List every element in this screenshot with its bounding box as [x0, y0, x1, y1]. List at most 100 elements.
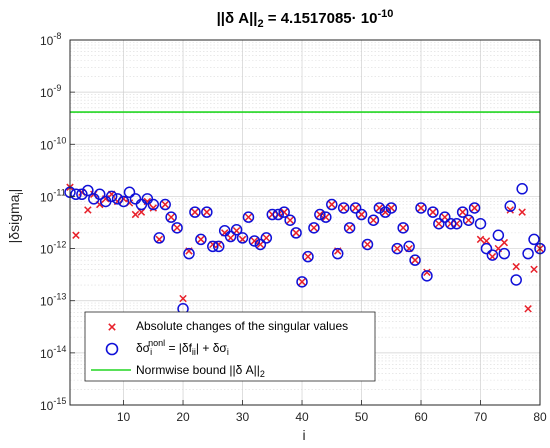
cross-point	[506, 206, 514, 214]
circle-point	[171, 222, 183, 234]
legend-line-label: Normwise bound ||δ A||2	[136, 363, 265, 379]
circle-point	[456, 206, 469, 218]
circle-point	[195, 233, 207, 246]
circle-point	[76, 188, 88, 201]
cross-point	[530, 265, 538, 274]
cross-point	[500, 238, 509, 247]
circle-point	[373, 202, 386, 214]
x-tick-label: 60	[414, 410, 428, 424]
cross-point	[435, 219, 443, 228]
circle-point	[117, 195, 130, 208]
legend-circle-sub2: ii	[192, 347, 196, 357]
circle-point	[290, 227, 302, 239]
legend-cross-label: Absolute changes of the singular values	[136, 319, 348, 333]
cross-point	[292, 229, 300, 237]
cross-point	[393, 244, 401, 253]
circle-point	[207, 240, 219, 253]
cross-point	[286, 216, 294, 224]
cross-point	[322, 213, 330, 221]
circle-point	[224, 230, 237, 243]
legend-box	[84, 311, 376, 382]
circle-point	[492, 229, 505, 242]
circle-point	[296, 276, 308, 288]
circle-point	[379, 206, 392, 218]
legend: Absolute changes of the singular values …	[84, 311, 376, 382]
legend-circle-label: δσinonl = |δfii| + δσi	[136, 338, 229, 357]
cross-point	[470, 204, 479, 212]
cross-point	[149, 204, 158, 212]
cross-point	[238, 235, 247, 244]
y-tick-exponent: -9	[53, 83, 61, 93]
y-tick-label: 10-8	[40, 31, 61, 48]
circle-point	[450, 217, 463, 230]
x-axis-label: i	[302, 427, 305, 443]
circle-point	[272, 208, 284, 221]
y-tick-exponent: -14	[53, 344, 66, 354]
legend-cross-marker	[108, 323, 116, 331]
axes-box	[69, 39, 541, 406]
cross-point	[298, 278, 306, 286]
cross-point	[464, 216, 473, 224]
y-tick-exponent: -13	[53, 292, 66, 302]
circle-point	[260, 232, 273, 244]
cross-point	[399, 224, 407, 232]
cross-point	[328, 200, 336, 209]
circle-point	[135, 198, 148, 211]
circle-point	[314, 208, 326, 221]
y-tick-label: 10-12	[40, 240, 66, 257]
circle-point	[480, 242, 493, 255]
circle-point	[254, 238, 267, 251]
circle-point	[111, 193, 124, 205]
y-tick-label: 10-11	[40, 187, 66, 204]
circle-point	[236, 232, 249, 244]
circle-point	[486, 249, 499, 261]
y-tick-exponent: -15	[53, 396, 66, 406]
cross-point	[369, 216, 378, 224]
circle-point	[504, 200, 517, 212]
y-label-main: |δsigma	[6, 194, 22, 243]
legend-circle-b: = |δf	[165, 341, 192, 355]
cross-point	[423, 268, 431, 277]
x-tick-label: 10	[117, 410, 131, 424]
cross-point	[197, 235, 205, 244]
legend-circle-sub: i	[150, 347, 152, 357]
cross-point	[512, 262, 520, 271]
x-tick-label: 40	[295, 410, 309, 424]
circle-point	[123, 186, 136, 199]
cross-point	[161, 200, 169, 209]
legend-line-a: Normwise bound ||δ A||	[136, 363, 260, 377]
circle-point	[343, 222, 356, 234]
y-label-end: |	[6, 189, 22, 193]
circle-point	[218, 224, 231, 237]
title-main: ||δ A||	[217, 10, 258, 27]
x-tick-label: 30	[236, 410, 250, 424]
x-tick-label: 20	[176, 410, 190, 424]
cross-point	[310, 224, 318, 232]
circle-point	[403, 240, 415, 253]
circle-point	[355, 208, 368, 221]
y-tick-exponent: -12	[53, 240, 66, 250]
cross-point	[155, 235, 163, 244]
y-tick-base: 10	[40, 138, 54, 152]
y-tick-label: 10-9	[40, 83, 61, 100]
circle-point	[320, 211, 332, 223]
cross-point	[256, 240, 265, 249]
circle-point	[183, 247, 195, 260]
cross-point	[429, 208, 437, 216]
y-tick-label: 10-13	[40, 292, 66, 309]
circle-point	[415, 202, 427, 214]
cross-point	[304, 252, 312, 261]
y-tick-label: 10-14	[40, 344, 66, 361]
circle-point	[474, 217, 487, 230]
circle-point	[147, 198, 160, 211]
y-axis-label: |δsigmai|	[6, 189, 26, 244]
circle-point	[522, 247, 534, 260]
y-tick-base: 10	[40, 243, 54, 257]
cross-point	[191, 208, 199, 216]
ticks: 10 20 30 40 50 60 70 8010-810-910-1010-1110-121…	[40, 31, 547, 424]
cross-point	[203, 208, 211, 216]
circle-point	[278, 206, 290, 218]
y-tick-exponent: -11	[53, 187, 65, 197]
cross-point	[357, 210, 366, 219]
circle-point	[82, 184, 94, 197]
